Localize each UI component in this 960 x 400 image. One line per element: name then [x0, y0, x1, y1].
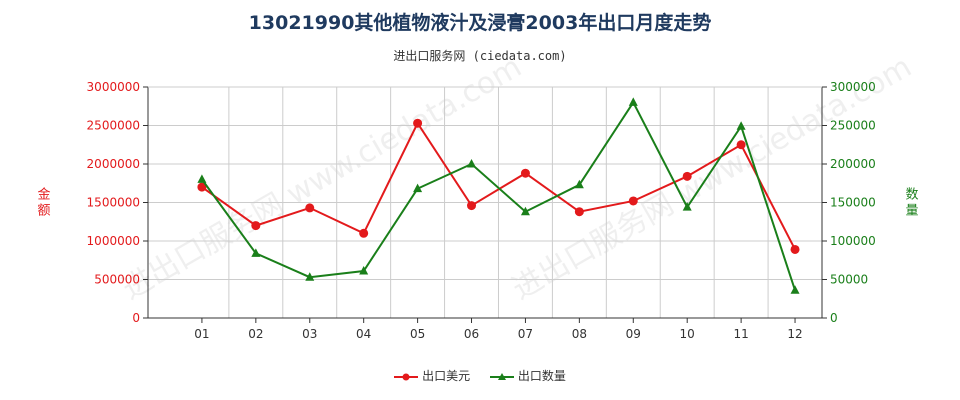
y-left-tick-label-5: 2500000 [87, 119, 140, 133]
qty-point-12 [790, 285, 800, 294]
x-tick-label-9: 10 [680, 327, 695, 341]
y-left-tick-label-6: 3000000 [87, 80, 140, 94]
legend-usd-marker-icon [394, 373, 419, 380]
qty-point-07 [520, 206, 530, 216]
legend-qty-label: 出口数量 [517, 369, 566, 383]
x-tick-label-2: 03 [302, 327, 317, 341]
usd-point-01 [197, 182, 207, 192]
legend-item-qty[interactable]: 出口数量 [489, 367, 566, 384]
series-line-usd [201, 121, 796, 250]
qty-point-04 [359, 266, 369, 275]
x-tick-label-1: 02 [248, 327, 263, 341]
qty-point-09 [628, 97, 638, 106]
usd-point-06 [467, 201, 477, 211]
legend-usd-label: 出口美元 [422, 369, 471, 383]
y-left-tick-label-0: 0 [132, 311, 140, 325]
x-tick-label-10: 11 [733, 327, 748, 341]
watermark-text-0: 进出口服务网 www.ciedata.com [117, 49, 528, 307]
y-right-tick-label-6: 300000 [830, 80, 876, 94]
y-left-tick-label-3: 1500000 [87, 196, 140, 210]
qty-point-05 [413, 183, 423, 193]
y-right-tick-label-2: 100000 [830, 234, 876, 248]
qty-point-11 [736, 121, 746, 130]
y-left-tick-label-1: 500000 [94, 273, 140, 287]
y-left-axis-label: 金额 [37, 187, 50, 219]
chart-subtitle: 进出口服务网 (ciedata.com) [393, 49, 567, 63]
y-right-tick-label-5: 250000 [830, 119, 876, 133]
series-line-qty [201, 100, 796, 291]
y-right-tick-label-3: 150000 [830, 196, 876, 210]
usd-point-05 [413, 118, 423, 128]
usd-point-04 [359, 228, 369, 238]
usd-point-08 [574, 207, 584, 217]
usd-point-11 [736, 140, 746, 150]
x-tick-label-4: 05 [410, 327, 425, 341]
qty-point-10 [682, 202, 692, 211]
usd-point-07 [520, 168, 530, 178]
x-tick-label-8: 09 [626, 327, 641, 341]
qty-point-03 [305, 272, 315, 281]
qty-point-06 [467, 159, 477, 168]
x-tick-label-0: 01 [194, 327, 209, 341]
usd-point-10 [682, 171, 692, 181]
legend-qty-marker-icon [489, 372, 514, 380]
x-tick-label-6: 07 [518, 327, 533, 341]
chart-title: 13021990其他植物液汁及浸膏2003年出口月度走势 [248, 12, 712, 34]
y-left-tick-label-2: 1000000 [87, 234, 140, 248]
y-right-axis-label: 数量 [905, 188, 918, 219]
usd-point-02 [251, 221, 261, 231]
qty-point-02 [251, 248, 261, 257]
usd-point-03 [305, 203, 315, 213]
y-right-tick-label-4: 200000 [830, 157, 876, 171]
qty-point-01 [197, 174, 207, 183]
y-left-tick-label-4: 2000000 [87, 157, 140, 171]
legend: 出口美元 出口数量 [0, 367, 960, 384]
x-tick-label-7: 08 [572, 327, 587, 341]
usd-point-12 [790, 244, 800, 254]
legend-item-usd[interactable]: 出口美元 [394, 367, 470, 384]
x-tick-label-3: 04 [356, 327, 371, 341]
y-right-tick-label-0: 0 [830, 311, 838, 325]
qty-point-08 [574, 179, 584, 189]
x-tick-label-5: 06 [464, 327, 479, 341]
x-tick-label-11: 12 [787, 327, 802, 341]
usd-point-09 [628, 196, 638, 206]
y-right-tick-label-1: 50000 [830, 273, 868, 287]
